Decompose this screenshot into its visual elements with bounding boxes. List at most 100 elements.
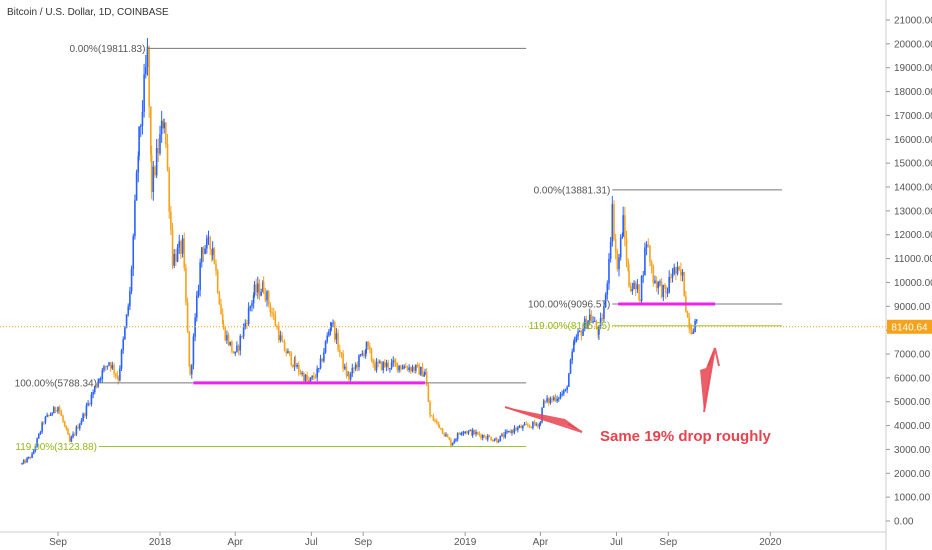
candle-body bbox=[660, 281, 663, 297]
candle-body bbox=[525, 423, 527, 425]
candle-body bbox=[537, 424, 539, 427]
candle-body bbox=[155, 147, 158, 176]
candle-body bbox=[85, 405, 88, 416]
fib-level-label: 0.00%(13881.31) bbox=[534, 185, 611, 196]
y-axis: 0.00 1000.00 2000.00 3000.00 4000.00 5000.00 6… bbox=[885, 0, 932, 550]
candle-body bbox=[673, 267, 675, 274]
candle-body bbox=[384, 362, 386, 367]
candle-body bbox=[631, 289, 634, 292]
x-tick-label: Jul bbox=[610, 537, 623, 548]
candle-body bbox=[638, 284, 640, 301]
candle-body bbox=[135, 172, 138, 201]
candle-body bbox=[604, 294, 607, 307]
candle-body bbox=[116, 375, 119, 378]
candle-body bbox=[239, 335, 242, 351]
candle-body bbox=[538, 423, 541, 427]
candle-body bbox=[159, 134, 161, 154]
candle-body bbox=[353, 367, 355, 369]
candle-body bbox=[624, 215, 626, 239]
candle-body bbox=[294, 359, 297, 367]
candle-body bbox=[152, 166, 155, 192]
candle-body bbox=[146, 46, 149, 68]
candle-body bbox=[87, 403, 89, 406]
candle-body bbox=[293, 359, 296, 367]
candle-body bbox=[99, 378, 102, 380]
y-tick-label: 2000.00 bbox=[894, 469, 931, 480]
x-tick-label: Apr bbox=[227, 537, 243, 548]
candle-body bbox=[418, 365, 420, 375]
candle-body bbox=[695, 319, 698, 321]
current-price-label: 8140.64 bbox=[891, 322, 928, 333]
candle-body bbox=[58, 407, 61, 412]
candle-body bbox=[396, 362, 399, 371]
y-tick-label: 15000.00 bbox=[894, 159, 932, 170]
candle-body bbox=[359, 354, 362, 356]
candle-body bbox=[390, 362, 393, 369]
candle-body bbox=[394, 362, 397, 364]
candle-body bbox=[490, 437, 492, 441]
candle-body bbox=[361, 353, 364, 355]
candle-body bbox=[290, 353, 293, 365]
candle-body bbox=[408, 367, 410, 370]
candle-body bbox=[32, 450, 35, 454]
candle-body bbox=[111, 364, 114, 369]
candle-body bbox=[349, 373, 352, 380]
candle-body bbox=[595, 320, 598, 329]
candle-body bbox=[458, 433, 461, 435]
candle-body bbox=[655, 280, 658, 289]
candle-body bbox=[247, 307, 250, 324]
candle-body bbox=[577, 331, 579, 337]
candle-body bbox=[68, 434, 71, 442]
candle-body bbox=[343, 366, 346, 369]
candle-body bbox=[144, 67, 147, 75]
y-tick-label: 13000.00 bbox=[894, 206, 932, 217]
candle-body bbox=[242, 326, 245, 337]
candle-body bbox=[24, 460, 27, 463]
fib-level-label: 0.00%(19811.83) bbox=[69, 44, 145, 55]
candle-body bbox=[241, 335, 243, 337]
candle-body bbox=[649, 245, 651, 262]
candle-body bbox=[547, 398, 550, 403]
candle-body bbox=[613, 204, 615, 240]
candle-body bbox=[56, 410, 58, 412]
x-tick-label: Apr bbox=[533, 537, 549, 548]
candle-body bbox=[558, 398, 560, 400]
candle-body bbox=[180, 241, 182, 254]
candle-body bbox=[437, 421, 440, 425]
candle-body bbox=[496, 438, 498, 443]
candle-body bbox=[207, 237, 210, 239]
candle-body bbox=[218, 292, 221, 305]
candle-body bbox=[411, 366, 414, 372]
candle-body bbox=[163, 122, 165, 128]
candle-body bbox=[512, 430, 515, 432]
candle-body bbox=[70, 437, 73, 442]
candle-body bbox=[415, 364, 417, 371]
y-tick-label: 14000.00 bbox=[894, 183, 932, 194]
candle-body bbox=[379, 361, 381, 363]
candle-body bbox=[382, 362, 385, 371]
candle-body bbox=[224, 327, 227, 341]
candle-body bbox=[375, 361, 378, 371]
candle-body bbox=[62, 415, 64, 422]
candle-body bbox=[114, 373, 117, 376]
candle-body bbox=[372, 360, 374, 364]
candle-body bbox=[170, 211, 172, 230]
candle-body bbox=[432, 416, 435, 421]
candle-body bbox=[63, 421, 66, 426]
candle-body bbox=[44, 416, 47, 423]
y-tick-label: 1000.00 bbox=[894, 493, 931, 504]
candle-body bbox=[93, 386, 96, 393]
y-tick-label: 6000.00 bbox=[894, 373, 931, 384]
candle-body bbox=[197, 290, 200, 296]
candle-body bbox=[274, 315, 277, 327]
candle-body bbox=[264, 293, 267, 301]
annotation-arrow-up bbox=[700, 350, 714, 412]
candle-body bbox=[117, 377, 119, 381]
candle-body bbox=[255, 284, 257, 293]
candle-body bbox=[288, 351, 291, 354]
candle-body bbox=[527, 424, 529, 426]
candle-body bbox=[530, 426, 533, 428]
candle-body bbox=[29, 456, 32, 458]
candle-body bbox=[108, 362, 110, 366]
y-tick-label: 11000.00 bbox=[894, 254, 932, 265]
